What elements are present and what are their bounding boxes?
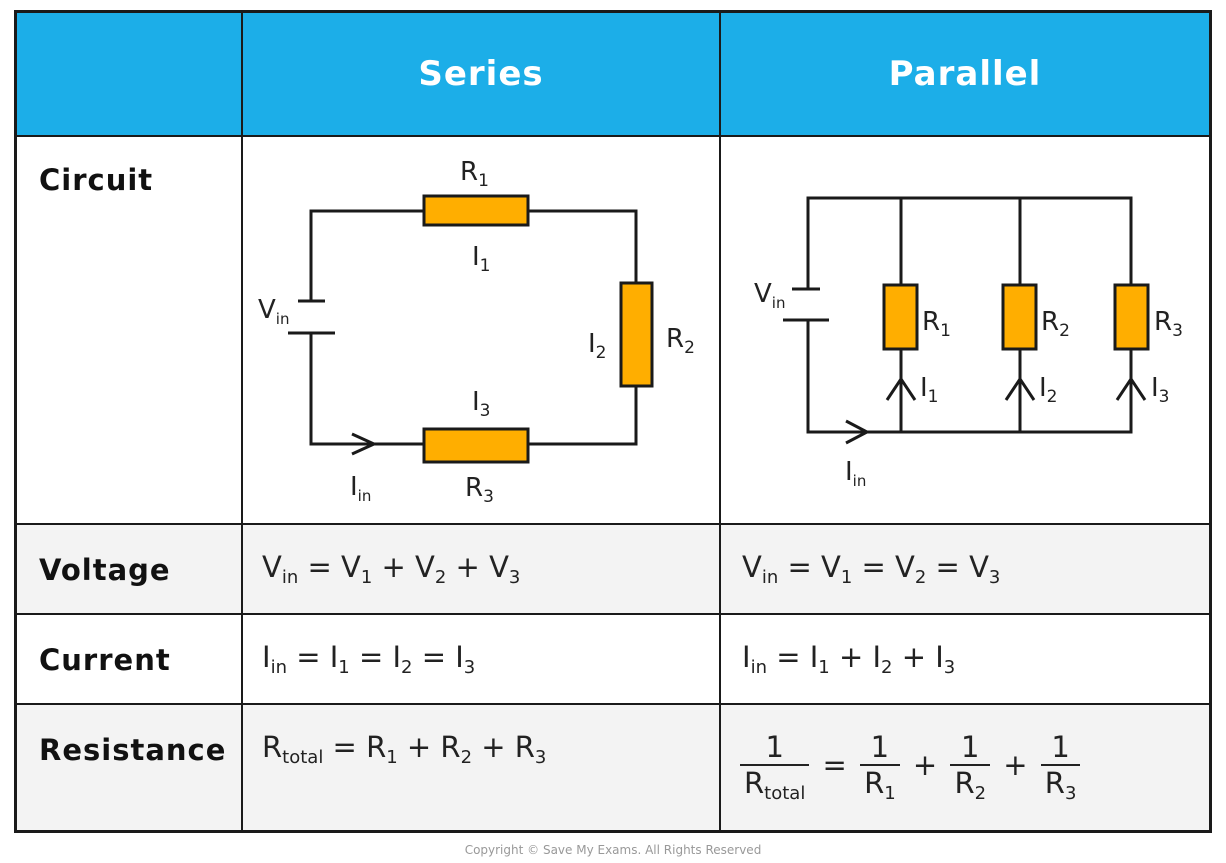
label-i2: I2 bbox=[1039, 373, 1058, 407]
series-current-cell bbox=[243, 615, 721, 705]
parallel-voltage-formula: Vin = V1 = V2 = V3 bbox=[742, 550, 1001, 588]
row-label-current: Current bbox=[17, 615, 243, 705]
series-resistance-cell bbox=[243, 705, 721, 830]
parallel-circuit-cell bbox=[721, 137, 1209, 525]
label-vin: Vin bbox=[754, 279, 785, 312]
resistor-r1 bbox=[882, 283, 919, 351]
current-arrow-icon bbox=[351, 432, 378, 456]
header-series: Series bbox=[243, 13, 721, 137]
parallel-resistance-formula: 1 Rtotal = 1 R1 + 1 R2 + 1 R3 bbox=[736, 730, 1084, 804]
label-iin: Iin bbox=[350, 472, 371, 505]
label-i1: I1 bbox=[920, 373, 939, 407]
label-r2: R2 bbox=[666, 324, 695, 358]
copyright-notice: Copyright © Save My Exams. All Rights Re… bbox=[464, 843, 762, 857]
label-iin: Iin bbox=[845, 457, 866, 490]
series-labels: R1 I1 I2 R2 I3 R3 Iin Vin bbox=[258, 157, 695, 507]
label-r3: R3 bbox=[1154, 307, 1183, 341]
current-arrow-icon bbox=[845, 419, 871, 445]
resistor-r1 bbox=[422, 194, 530, 227]
series-voltage-formula: Vin = V1 + V2 + V3 bbox=[262, 550, 521, 588]
parallel-current-cell bbox=[721, 615, 1209, 705]
label-vin: Vin bbox=[258, 295, 289, 328]
current-arrow-icon bbox=[885, 376, 917, 401]
parallel-current-formula: Iin = I1 + I2 + I3 bbox=[742, 640, 956, 678]
parallel-resistance-cell bbox=[721, 705, 1209, 830]
comparison-table: Series Parallel Circuit Voltage Current … bbox=[14, 10, 1212, 833]
label-r1: R1 bbox=[922, 307, 951, 341]
label-i3: I3 bbox=[1151, 373, 1170, 407]
resistor-r3 bbox=[1113, 283, 1150, 351]
row-label-circuit: Circuit bbox=[17, 137, 243, 525]
series-current-formula: Iin = I1 = I2 = I3 bbox=[262, 640, 476, 678]
parallel-wire bbox=[806, 196, 1133, 434]
row-label-resistance: Resistance bbox=[17, 705, 243, 830]
resistor-r2 bbox=[1001, 283, 1038, 351]
parallel-circuit bbox=[783, 196, 1150, 445]
row-label-voltage: Voltage bbox=[17, 525, 243, 615]
series-voltage-cell bbox=[243, 525, 721, 615]
current-arrow-icon bbox=[1115, 376, 1147, 401]
series-resistance-formula: Rtotal = R1 + R2 + R3 bbox=[262, 730, 547, 768]
resistor-r2 bbox=[619, 281, 654, 388]
parallel-voltage-cell bbox=[721, 525, 1209, 615]
label-r2: R2 bbox=[1041, 307, 1070, 341]
label-i2: I2 bbox=[588, 329, 607, 363]
header-parallel: Parallel bbox=[721, 13, 1209, 137]
label-r3: R3 bbox=[465, 473, 494, 507]
resistor-r3 bbox=[422, 427, 530, 464]
series-circuit-cell bbox=[243, 137, 721, 525]
label-i3: I3 bbox=[472, 387, 491, 421]
parallel-labels: R1 R2 R3 I1 I2 I3 Iin Vin bbox=[754, 279, 1183, 490]
current-arrow-icon bbox=[1004, 376, 1036, 401]
label-r1: R1 bbox=[460, 157, 489, 191]
label-i1: I1 bbox=[472, 242, 491, 276]
series-circuit bbox=[288, 194, 654, 464]
header-corner bbox=[17, 13, 243, 137]
